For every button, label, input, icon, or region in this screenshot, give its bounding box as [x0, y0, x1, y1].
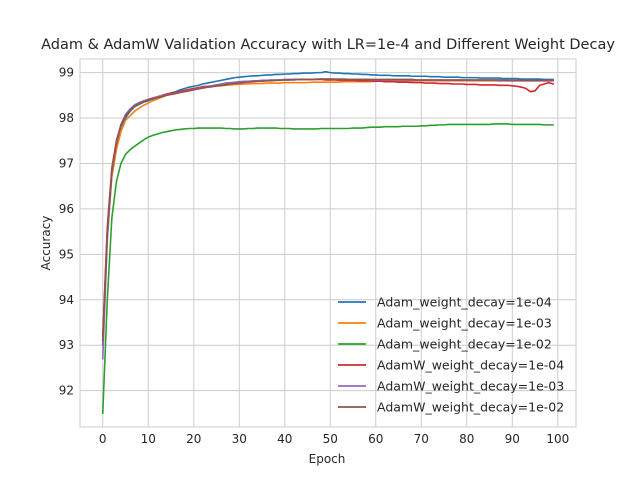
x-tick-label: 40: [277, 432, 292, 446]
y-tick-label: 93: [59, 338, 74, 352]
y-tick-label: 92: [59, 384, 74, 398]
x-axis-label: Epoch: [309, 452, 346, 466]
x-tick-label: 0: [99, 432, 107, 446]
plot-area: [79, 58, 577, 428]
series-lines: [101, 70, 555, 415]
legend-label: Adam_weight_decay=1e-02: [377, 337, 552, 352]
x-tick-label: 10: [141, 432, 156, 446]
y-tick-label: 98: [59, 111, 74, 125]
y-axis-label: Accuracy: [39, 216, 53, 271]
series-line-5: [101, 78, 555, 342]
y-tick-label: 95: [59, 247, 74, 261]
y-tick-label: 96: [59, 202, 74, 216]
x-tick-label: 60: [368, 432, 383, 446]
series-line-3: [101, 78, 555, 337]
x-tick-label: 90: [505, 432, 520, 446]
legend: Adam_weight_decay=1e-04 Adam_weight_decay…: [338, 295, 564, 415]
tick-labels: 0 10 20 30 40 50 60 70 80 90 100 92 93 94 95 96 97 98 99: [59, 66, 570, 446]
y-tick-label: 94: [59, 293, 74, 307]
x-tick-label: 30: [232, 432, 247, 446]
x-tick-label: 100: [546, 432, 569, 446]
grid-layer: [80, 59, 576, 427]
series-line-2: [101, 123, 555, 415]
series-line-0: [101, 70, 555, 347]
legend-label: AdamW_weight_decay=1e-02: [377, 400, 564, 415]
legend-label: Adam_weight_decay=1e-03: [377, 316, 552, 331]
chart-title: Adam & AdamW Validation Accuracy with LR…: [41, 37, 615, 53]
x-tick-label: 50: [323, 432, 338, 446]
y-tick-label: 99: [59, 66, 74, 80]
x-tick-label: 80: [459, 432, 474, 446]
x-tick-label: 20: [186, 432, 201, 446]
x-tick-label: 70: [414, 432, 429, 446]
legend-label: Adam_weight_decay=1e-04: [377, 295, 552, 310]
y-tick-label: 97: [59, 156, 74, 170]
legend-label: AdamW_weight_decay=1e-03: [377, 379, 564, 394]
legend-label: AdamW_weight_decay=1e-04: [377, 358, 564, 373]
